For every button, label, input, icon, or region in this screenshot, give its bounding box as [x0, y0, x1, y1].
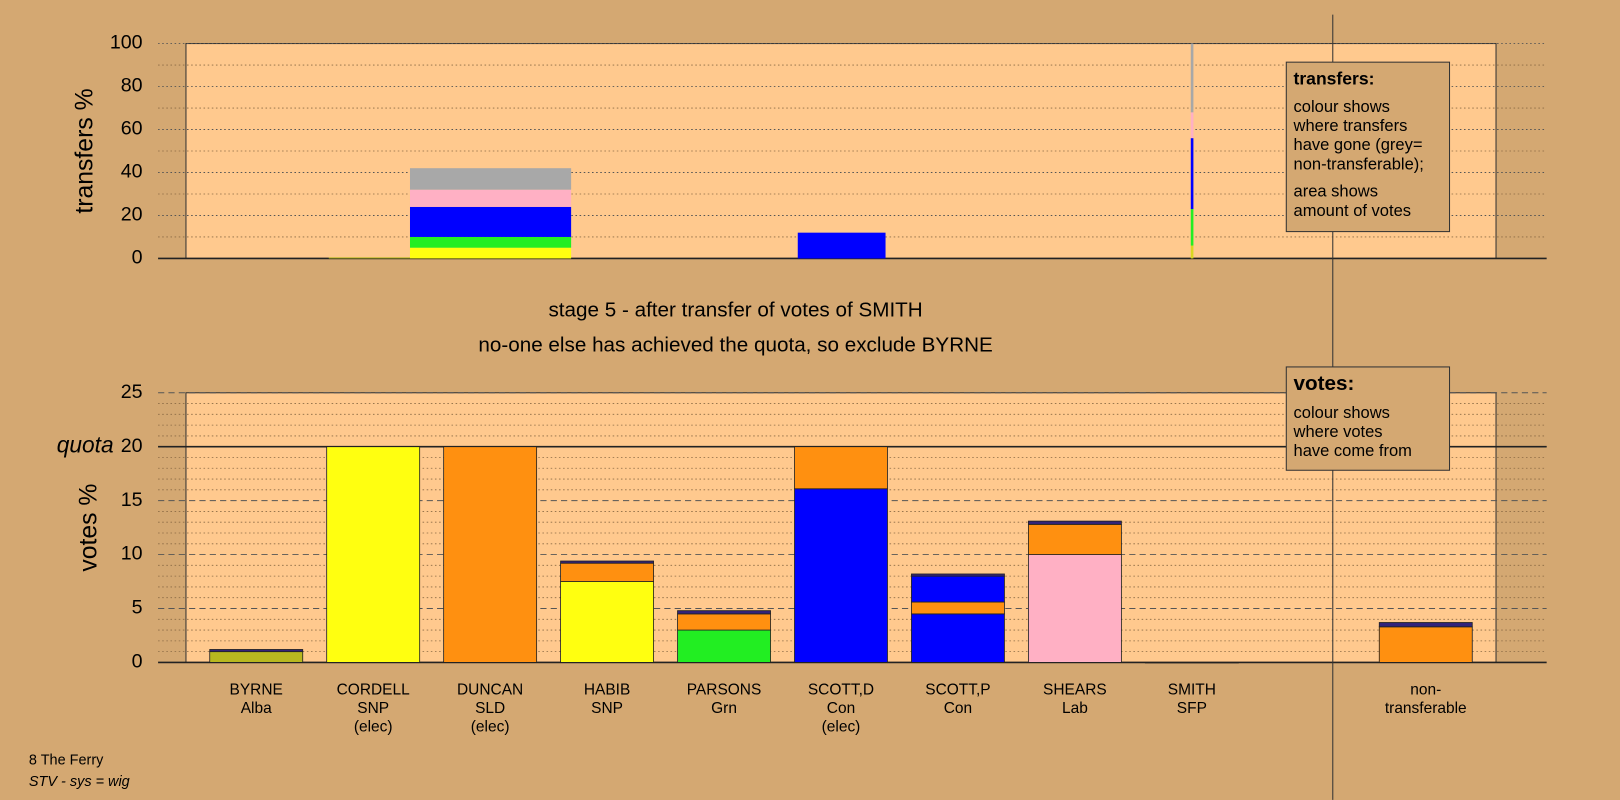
x-tick-label: HABIB [584, 681, 630, 698]
y-tick-label: 0 [132, 651, 143, 673]
x-tick-label: Con [827, 700, 855, 717]
legend-text: have come from [1294, 441, 1412, 460]
y-tick-label: 20 [121, 204, 143, 226]
bar-segment [677, 610, 771, 615]
transfer-segment [1190, 245, 1194, 259]
y-axis-label: transfers % [71, 88, 98, 213]
chart-layer: 0 20 40 60 80 100 transfers % 0 5 10 15 20 25 votes %… [57, 32, 1547, 736]
bar-segment [1027, 554, 1122, 663]
transfer-segment [1190, 112, 1194, 139]
transfer-segment [1190, 209, 1194, 246]
bar-segment [911, 575, 1005, 603]
bar-segment [560, 562, 654, 582]
x-tick-label: SMITH [1168, 681, 1216, 698]
legend-text: non-transferable); [1294, 154, 1424, 173]
bar-segment [1378, 622, 1473, 628]
legend-text: area shows [1294, 182, 1378, 201]
ward-name: 8 The Ferry [29, 752, 104, 768]
x-tick-label: SHEARS [1043, 681, 1107, 698]
legend-title: transfers: [1294, 68, 1375, 88]
bar-segment [1144, 662, 1239, 664]
bar-segment [677, 613, 771, 631]
transfer-segment [328, 257, 410, 259]
bar-segment [1378, 626, 1473, 663]
x-tick-label: non- [1410, 681, 1441, 698]
transfer-segment [409, 189, 572, 207]
legend-box [1285, 366, 1451, 471]
bar-segment [443, 446, 538, 663]
transfer-segment [409, 206, 572, 237]
x-tick-label: (elec) [471, 719, 510, 736]
x-tick-label: (elec) [354, 719, 393, 736]
x-tick-label: Grn [711, 700, 737, 717]
bar-segment [326, 446, 421, 663]
legend-box [1285, 61, 1451, 233]
bar-segment [794, 446, 888, 490]
bar-segment [911, 601, 1005, 615]
x-tick-label: SNP [591, 700, 623, 717]
y-tick-label: 25 [121, 381, 143, 403]
transfer-segment [409, 168, 572, 190]
legend-title: votes: [1294, 372, 1355, 395]
y-tick-label: 100 [110, 32, 143, 54]
y-axis-label: votes % [75, 484, 102, 572]
x-tick-label: Alba [241, 700, 272, 717]
transfer-segment [797, 232, 886, 259]
transfer-segment [409, 236, 572, 248]
legend-text: colour shows [1294, 403, 1390, 422]
legend-text: where votes [1293, 422, 1383, 441]
bar-segment [911, 613, 1005, 663]
bar-segment [209, 651, 304, 663]
x-tick-label: SLD [475, 700, 505, 717]
system-name: STV - sys = wig [29, 774, 130, 790]
x-tick-label: SFP [1177, 700, 1207, 717]
bar-segment [209, 649, 304, 653]
bar-segment [560, 581, 654, 663]
x-tick-label: PARSONS [687, 681, 762, 698]
x-tick-label: DUNCAN [457, 681, 523, 698]
y-tick-label: 80 [121, 75, 143, 97]
transfer-segment [1190, 138, 1194, 210]
bar-segment [794, 488, 888, 663]
y-tick-label: 5 [132, 597, 143, 619]
x-tick-label: SCOTT,D [808, 681, 874, 698]
x-tick-label: (elec) [822, 719, 861, 736]
y-tick-label: 20 [121, 435, 143, 457]
transfer-segment [409, 247, 572, 259]
x-tick-label: BYRNE [230, 681, 283, 698]
bar-segment [560, 560, 654, 564]
bar-segment [1027, 523, 1122, 555]
x-tick-label: transferable [1385, 700, 1467, 717]
x-tick-label: Lab [1062, 700, 1088, 717]
stage-note: no-one else has achieved the quota, so e… [478, 334, 992, 357]
legend-text: where transfers [1293, 116, 1408, 135]
x-tick-label: CORDELL [337, 681, 411, 698]
legend-text: amount of votes [1294, 201, 1412, 220]
x-tick-label: SCOTT,P [925, 681, 990, 698]
transfer-segment [1190, 43, 1194, 113]
quota-label: quota [57, 432, 114, 458]
bar-segment [911, 573, 1005, 577]
bar-segment [677, 629, 771, 663]
stage-title: stage 5 - after transfer of votes of SMI… [548, 299, 922, 322]
y-tick-label: 15 [121, 489, 143, 511]
legend-text: colour shows [1294, 97, 1390, 116]
x-tick-label: Con [944, 700, 972, 717]
x-tick-label: SNP [357, 700, 389, 717]
legend-text: have gone (grey= [1294, 135, 1423, 154]
y-tick-label: 10 [121, 543, 143, 565]
y-tick-label: 60 [121, 118, 143, 140]
y-tick-label: 40 [121, 161, 143, 183]
bar-segment [1027, 520, 1122, 525]
y-tick-label: 0 [132, 247, 143, 269]
